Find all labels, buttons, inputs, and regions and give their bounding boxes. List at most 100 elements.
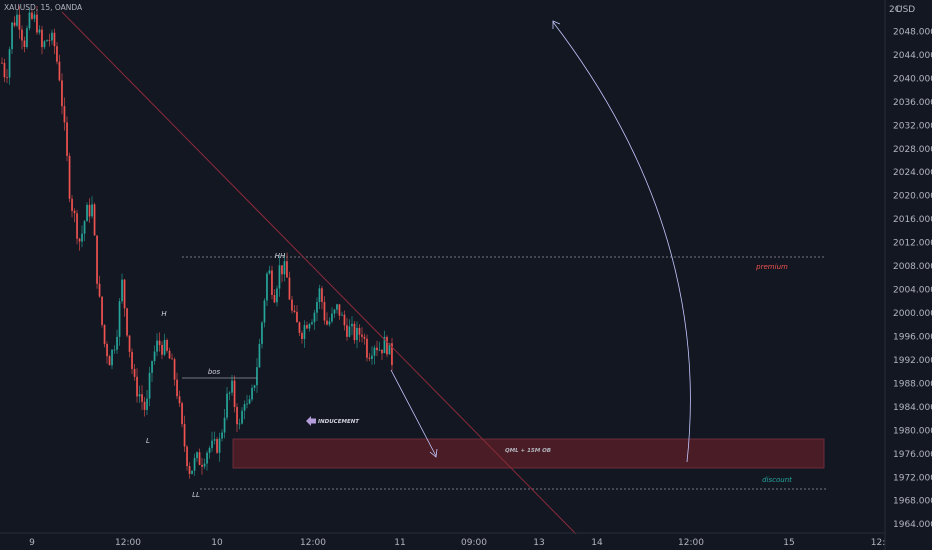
candle-body <box>198 452 201 465</box>
candle-body <box>391 343 393 366</box>
ll-label: LL <box>192 491 200 499</box>
candle-body <box>161 344 163 355</box>
candle-body <box>268 270 271 274</box>
candle-body <box>261 322 263 344</box>
candle-body <box>121 279 123 302</box>
candle-body <box>103 324 106 345</box>
candle-body <box>363 336 366 339</box>
candle-body <box>258 343 261 368</box>
candle-body <box>51 32 53 41</box>
price-axis[interactable]: 2048.000 2044.000 2040.000 2036.000 2032.000… <box>893 28 932 531</box>
price-tick-label: 2016.000 <box>893 215 932 225</box>
candle-body <box>1 62 3 64</box>
candle-body <box>196 452 198 459</box>
candle-body <box>141 394 143 402</box>
candle-body <box>326 320 328 325</box>
price-axis-top-fragment: 2C <box>889 5 901 15</box>
time-tick-label: 15 <box>783 538 794 548</box>
candle-body <box>203 463 206 467</box>
candle-body <box>33 14 36 19</box>
price-tick-label: 1988.000 <box>893 379 932 389</box>
candle-body <box>228 392 231 394</box>
candle-body <box>126 308 128 336</box>
bos-label: bos <box>208 368 221 376</box>
candle-body <box>41 29 43 48</box>
candle-body <box>178 396 181 404</box>
time-axis[interactable]: 9 12:00 10 12:00 11 09:00 13 14 12:00 15 12: <box>29 538 885 548</box>
price-tick-label: 2000.000 <box>893 309 932 319</box>
time-tick-label: 12: <box>871 538 885 548</box>
candle-body <box>288 277 291 300</box>
candle-body <box>348 326 351 337</box>
candle-body <box>341 314 343 316</box>
hh-label: HH <box>275 252 286 260</box>
price-tick-label: 1984.000 <box>893 403 932 413</box>
candle-body <box>43 41 46 48</box>
candle-body <box>116 336 118 350</box>
candle-body <box>266 273 268 301</box>
candle-body <box>211 440 213 449</box>
candle-body <box>113 349 116 351</box>
candle-body <box>301 333 303 339</box>
candle-body <box>26 28 28 47</box>
price-tick-label: 2036.000 <box>893 98 932 108</box>
price-tick-label: 1980.000 <box>893 426 932 436</box>
candle-body <box>201 464 203 467</box>
candle-body <box>136 376 138 397</box>
inducement-marker[interactable]: INDUCEMENT <box>306 416 360 426</box>
price-tick-label: 1968.000 <box>893 497 932 507</box>
target-curve-arrow[interactable] <box>552 21 691 463</box>
candle-body <box>296 311 298 323</box>
descending-trendline[interactable] <box>61 11 577 535</box>
candle-body <box>131 351 133 369</box>
qml-ob-zone[interactable] <box>232 438 825 469</box>
candle-body <box>156 340 158 352</box>
candle-body <box>251 387 253 400</box>
candle-body <box>233 380 236 407</box>
candle-body <box>58 61 61 81</box>
candle-body <box>381 349 383 354</box>
price-tick-label: 1996.000 <box>893 333 932 343</box>
candle-body <box>78 238 81 242</box>
h-label: H <box>161 310 167 318</box>
candle-body <box>241 410 243 424</box>
candle-body <box>253 385 256 388</box>
candle-body <box>123 279 126 309</box>
candle-body <box>16 14 18 26</box>
projection-arrow[interactable] <box>390 369 437 457</box>
candle-body <box>88 204 91 217</box>
candle-body <box>13 22 16 26</box>
candle-body <box>36 14 38 33</box>
candle-body <box>48 40 51 41</box>
candle-body <box>158 340 161 345</box>
candle-body <box>331 313 333 322</box>
candle-body <box>306 325 308 329</box>
candle-body <box>133 368 136 377</box>
candle-body <box>86 204 88 222</box>
candle-body <box>83 221 86 234</box>
candle-body <box>271 270 273 295</box>
target-arrowhead-icon <box>552 20 561 29</box>
price-tick-label: 2032.000 <box>893 121 932 131</box>
candle-body <box>71 198 73 211</box>
candle-body <box>356 327 358 341</box>
candle-body <box>371 355 373 359</box>
candle-body <box>243 404 246 411</box>
premium-label: premium <box>755 263 788 271</box>
candle-body <box>191 470 193 474</box>
candle-body <box>286 261 288 278</box>
time-tick-label: 14 <box>591 538 603 548</box>
candle-body <box>263 300 266 323</box>
candle-body <box>236 407 238 425</box>
l-label: L <box>146 437 150 445</box>
candle-body <box>378 349 381 351</box>
candle-body <box>173 359 176 380</box>
candle-body <box>276 288 278 303</box>
candle-body <box>186 446 188 466</box>
candle-body <box>291 299 293 311</box>
candle-body <box>11 22 13 50</box>
candle-body <box>108 356 111 366</box>
candle-body <box>188 466 191 474</box>
candle-body <box>76 213 78 239</box>
